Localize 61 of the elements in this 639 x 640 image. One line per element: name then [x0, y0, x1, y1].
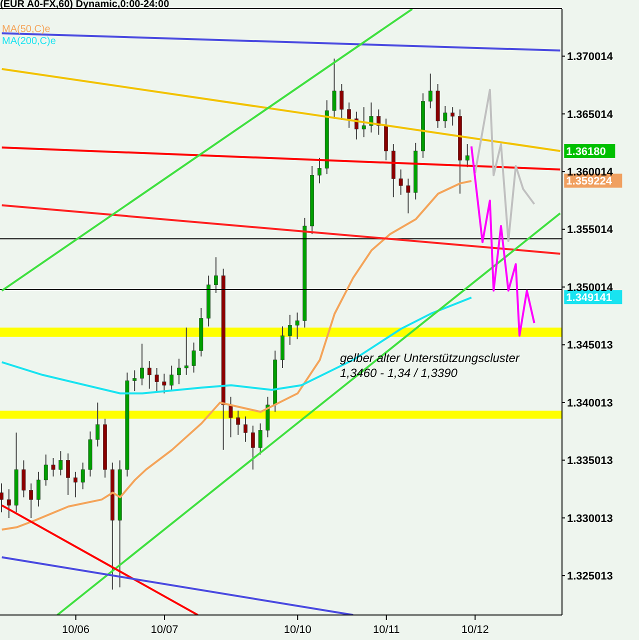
candlestick: [332, 58, 336, 120]
candlestick: [44, 454, 48, 486]
text: 1.349141: [566, 292, 612, 304]
candlestick: [132, 370, 137, 392]
candlestick: [450, 106, 455, 126]
candlestick: [288, 314, 292, 346]
candlestick: [258, 422, 262, 456]
y-tick-label: 1.345013: [567, 340, 613, 352]
line-series: [470, 145, 536, 337]
x-tick-label: 10/12: [461, 624, 489, 636]
candlestick: [80, 462, 85, 490]
candlestick: [6, 488, 11, 519]
candlestick: [96, 402, 100, 447]
candlestick: [443, 105, 448, 128]
chart-title: (EUR A0-FX,60) Dynamic,0:00-24:00: [0, 0, 170, 10]
x-tick-label: 10/10: [284, 624, 312, 636]
candlestick: [177, 358, 181, 385]
candlestick: [147, 360, 152, 390]
candlestick: [236, 410, 240, 436]
candlestick: [184, 327, 188, 376]
y-tick-label: 1.325013: [567, 570, 613, 583]
y-tick-label: 1.355014: [567, 224, 614, 236]
candlestick: [192, 342, 196, 374]
candlestick: [58, 450, 63, 476]
candlestick: [347, 102, 352, 128]
candlestick: [140, 343, 144, 386]
y-tick-label: 1.365014: [567, 108, 614, 121]
text: 1.359224: [566, 176, 613, 188]
candlestick: [170, 365, 174, 392]
candlestick: [154, 367, 159, 392]
x-tick-label: 10/06: [62, 624, 90, 636]
y-tick-label: 1.330013: [567, 512, 613, 525]
candlestick: [398, 168, 403, 196]
candlestick: [214, 256, 218, 294]
candlestick: [362, 106, 366, 138]
candlestick: [295, 312, 300, 340]
text: 1.36180: [566, 146, 606, 158]
x-tick-label: 10/07: [150, 624, 178, 636]
candlestick: [340, 84, 344, 120]
text: MA(50,C)e: [2, 24, 52, 36]
candlestick: [465, 144, 470, 168]
x-tick-label: 10/11: [373, 624, 400, 636]
y-tick-label: 1.335013: [567, 455, 613, 468]
candlestick: [36, 471, 40, 507]
candlestick: [0, 482, 4, 513]
candlestick: [66, 452, 70, 496]
candlestick: [250, 425, 255, 470]
candlestick: [406, 178, 410, 214]
text: MA(200,C)e: [2, 36, 56, 48]
candlestick: [29, 482, 34, 519]
candlestick: [22, 460, 26, 498]
candlestick: [228, 396, 233, 438]
candlestick: [51, 458, 56, 477]
candlestick: [73, 471, 78, 498]
candlestick: [318, 157, 322, 184]
y-tick-label: 1.370014: [567, 51, 614, 64]
y-tick-label: 1.340013: [567, 397, 613, 410]
line-series: [474, 88, 536, 242]
candlestick: [162, 373, 166, 394]
candlestick: [244, 416, 248, 442]
candlestick: [428, 73, 432, 109]
